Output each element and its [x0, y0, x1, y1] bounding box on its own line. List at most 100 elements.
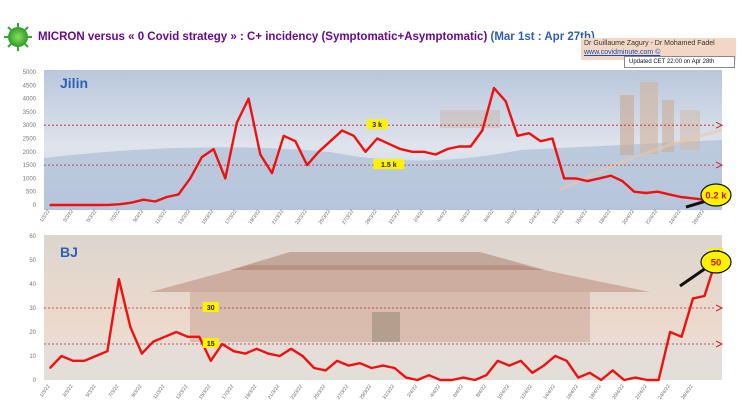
data-point	[600, 379, 602, 381]
y-tick-label: 4000	[23, 97, 37, 103]
x-tick-label: 17/3/22	[221, 384, 236, 401]
x-tick-label: 19/3/22	[244, 384, 259, 401]
y-tick-label: 60	[29, 234, 36, 240]
data-point	[703, 295, 706, 297]
x-tick-label: 5/3/22	[85, 384, 98, 399]
data-point	[247, 97, 250, 100]
bj-background	[44, 235, 722, 380]
data-point	[129, 326, 132, 329]
x-tick-label: 21/3/22	[271, 209, 286, 226]
data-point	[154, 200, 156, 203]
data-point	[352, 135, 355, 137]
reference-arrow-icon	[715, 161, 724, 169]
x-tick-label: 9/3/22	[131, 384, 144, 399]
y-tick-label: 0	[33, 203, 37, 209]
data-point	[336, 360, 338, 362]
data-point	[485, 374, 488, 377]
x-tick-label: 27/3/22	[336, 384, 351, 401]
data-point	[610, 174, 612, 177]
data-point	[519, 360, 522, 362]
data-point	[376, 137, 378, 140]
website-link[interactable]: www.covidminute.com ©	[584, 49, 661, 56]
data-point	[531, 372, 534, 374]
data-point	[177, 193, 180, 196]
x-tick-label: 3/3/22	[62, 384, 75, 399]
authors-box: Dr Guillaume Zagury - Dr Mohamed Fadel w…	[581, 38, 736, 60]
data-point	[313, 367, 315, 369]
magnifier-handle-icon	[679, 266, 707, 288]
data-point	[83, 360, 86, 362]
reference-label: 3 k	[372, 122, 382, 129]
series-line	[50, 86, 717, 207]
virus-logo-icon	[4, 23, 32, 51]
data-point	[439, 379, 442, 381]
x-tick-label: 29/3/22	[359, 384, 374, 401]
data-point	[166, 196, 168, 198]
magnifier-handle-icon	[685, 199, 707, 209]
data-point	[623, 379, 625, 381]
data-point	[152, 340, 155, 343]
data-point	[680, 336, 683, 338]
x-tick-label: 1/3/22	[39, 209, 52, 224]
data-point	[497, 360, 499, 362]
data-point	[428, 374, 430, 377]
data-point	[201, 156, 203, 158]
data-point	[370, 367, 373, 369]
data-point	[60, 355, 63, 357]
data-point	[481, 129, 484, 132]
data-point	[324, 369, 327, 372]
y-tick-label: 2000	[23, 150, 37, 156]
x-tick-label: 31/3/22	[388, 209, 403, 226]
updated-timestamp: Updated CET 22:00 on Apr 28th	[624, 56, 735, 68]
x-tick-label: 22/4/22	[645, 209, 660, 226]
x-tick-label: 8/4/22	[483, 209, 496, 224]
data-point	[565, 360, 568, 362]
x-tick-label: 20/4/22	[621, 209, 636, 226]
x-tick-label: 25/3/22	[318, 209, 333, 226]
x-tick-label: 7/3/22	[109, 209, 122, 224]
data-point	[282, 135, 285, 137]
data-point	[474, 379, 476, 381]
data-point	[680, 196, 682, 198]
y-tick-label: 500	[26, 190, 37, 196]
x-tick-label: 12/4/22	[519, 384, 534, 401]
data-point	[393, 367, 396, 369]
reference-arrow-icon	[715, 304, 724, 312]
x-tick-label: 2/4/22	[413, 209, 426, 224]
data-point	[691, 197, 694, 200]
data-point	[446, 148, 449, 150]
x-tick-label: 21/3/22	[267, 384, 282, 401]
data-point	[563, 177, 565, 180]
y-tick-label: 30	[29, 306, 36, 312]
data-point	[621, 180, 624, 182]
y-tick-label: 20	[29, 330, 36, 336]
x-tick-label: 1/3/22	[39, 384, 52, 399]
data-point	[577, 376, 580, 379]
data-point	[405, 376, 407, 379]
x-tick-label: 14/4/22	[551, 209, 566, 226]
data-point	[364, 151, 367, 153]
x-tick-label: 24/4/22	[668, 209, 683, 226]
data-point	[198, 336, 201, 338]
x-tick-label: 14/4/22	[542, 384, 557, 401]
y-tick-label: 1000	[23, 176, 37, 182]
data-point	[469, 145, 472, 148]
data-point	[189, 177, 192, 180]
y-tick-label: 0	[33, 378, 37, 384]
x-tick-label: 23/3/22	[294, 209, 309, 226]
data-point	[554, 355, 557, 357]
data-point	[209, 360, 212, 362]
x-tick-label: 27/3/22	[341, 209, 356, 226]
y-tick-label: 50	[29, 258, 36, 264]
y-tick-label: 4500	[23, 83, 37, 89]
data-point	[539, 140, 542, 142]
data-point	[451, 379, 453, 381]
data-point	[347, 364, 350, 367]
magnifier-icon	[700, 250, 732, 274]
panel-title: BJ	[60, 244, 78, 260]
title-main: MICRON versus « 0 Covid strategy » : C+ …	[38, 31, 488, 43]
x-tick-label: 16/4/22	[565, 384, 580, 401]
page-title: MICRON versus « 0 Covid strategy » : C+ …	[38, 31, 595, 43]
data-point	[221, 343, 224, 345]
x-tick-label: 11/3/22	[152, 384, 166, 401]
